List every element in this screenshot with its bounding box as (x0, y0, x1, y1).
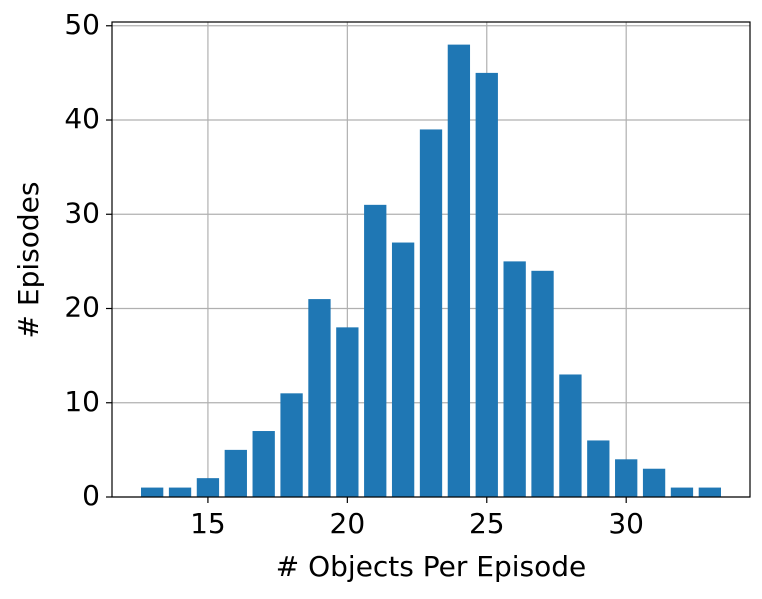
plot-frame (111, 21, 751, 498)
bar (615, 459, 638, 497)
bar (336, 327, 359, 497)
bar (280, 393, 303, 497)
x-tick-label: 30 (608, 507, 644, 540)
bar (670, 487, 694, 497)
bar (141, 487, 164, 497)
y-axis-label: # Episodes (12, 182, 45, 339)
bar (308, 299, 331, 497)
bar (531, 270, 554, 497)
y-tick-label: 30 (64, 196, 100, 229)
bar (391, 242, 415, 497)
bar (419, 129, 443, 497)
bar (698, 487, 721, 497)
bar (252, 431, 275, 497)
bar (503, 261, 526, 497)
y-tick-label: 0 (82, 479, 100, 512)
bar (447, 44, 471, 497)
bar (364, 204, 387, 498)
x-tick-label: 20 (330, 507, 366, 540)
y-tick-label: 10 (64, 385, 100, 418)
bar (196, 478, 220, 497)
bar (587, 440, 610, 497)
y-tick-label: 40 (64, 102, 100, 135)
bar (642, 468, 666, 497)
bar (559, 374, 582, 497)
y-tick-label: 50 (64, 8, 100, 41)
x-axis-label: # Objects Per Episode (276, 550, 587, 583)
x-tick-label: 25 (469, 507, 505, 540)
y-tick-label: 20 (64, 291, 100, 324)
x-tick-label: 15 (190, 507, 226, 540)
bar (168, 487, 192, 497)
bar (475, 72, 498, 498)
bar (224, 449, 247, 497)
